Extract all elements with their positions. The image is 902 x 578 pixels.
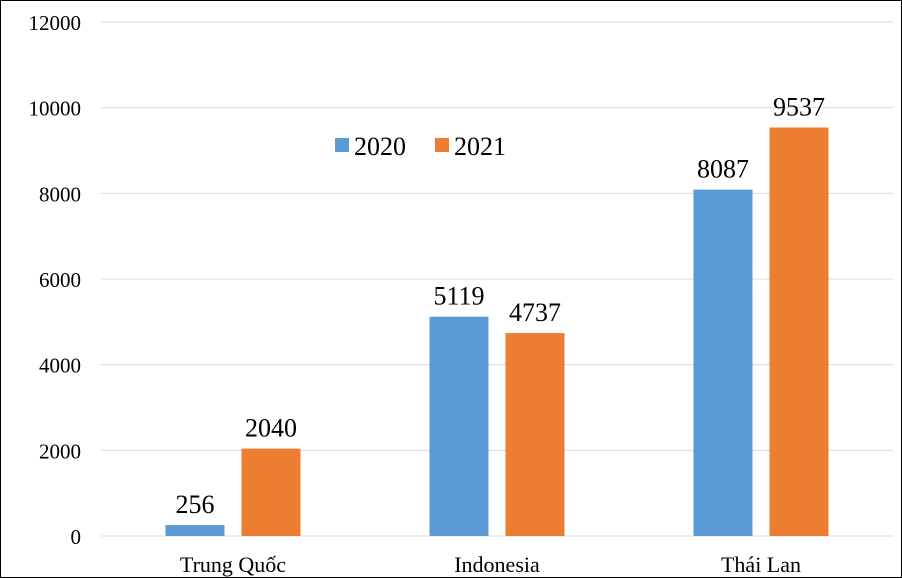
legend-swatch — [435, 138, 449, 152]
x-axis-categories: Trung Quốc Indonesia Thái Lan — [180, 552, 801, 577]
y-tick-label: 10000 — [29, 97, 82, 121]
data-label: 8087 — [697, 155, 749, 184]
y-tick-label: 0 — [71, 525, 82, 549]
category-label: Indonesia — [454, 552, 540, 577]
y-tick-label: 8000 — [39, 182, 81, 206]
y-tick-label: 4000 — [39, 354, 81, 378]
y-axis-ticks: 0 2000 4000 6000 8000 10000 12000 — [29, 11, 82, 549]
bars — [165, 127, 829, 537]
legend: 2020 2021 — [335, 132, 506, 161]
category-label: Thái Lan — [721, 552, 801, 577]
gridlines — [101, 21, 893, 537]
y-tick-label: 2000 — [39, 439, 81, 463]
y-tick-label: 6000 — [39, 268, 81, 292]
bar — [429, 316, 489, 536]
data-label: 2040 — [245, 414, 297, 443]
bar — [693, 189, 753, 537]
legend-label: 2020 — [354, 132, 406, 161]
category-label: Trung Quốc — [180, 552, 286, 577]
y-tick-label: 12000 — [29, 11, 82, 35]
bar — [769, 127, 829, 536]
legend-label: 2021 — [454, 132, 506, 161]
bar — [165, 525, 225, 536]
bar — [241, 448, 301, 536]
data-labels: 256 2040 5119 4737 8087 9537 — [176, 92, 826, 519]
data-label: 4737 — [509, 298, 561, 327]
data-label: 9537 — [773, 92, 825, 121]
data-label: 256 — [176, 490, 215, 519]
bar — [505, 333, 565, 536]
data-label: 5119 — [433, 282, 484, 311]
legend-swatch — [335, 138, 349, 152]
